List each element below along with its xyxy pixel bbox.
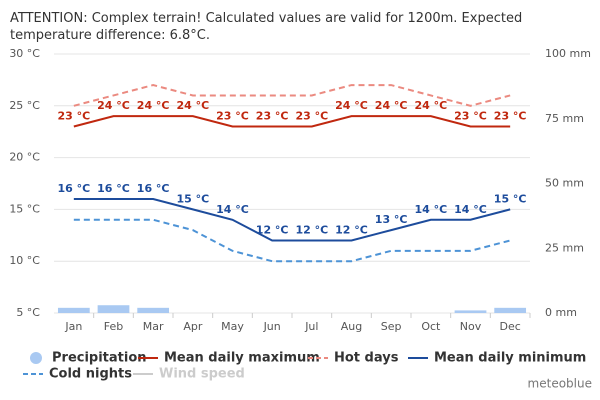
legend-symbol xyxy=(30,352,42,364)
x-tick-label: Apr xyxy=(183,320,203,333)
legend-item[interactable]: Cold nights xyxy=(23,367,132,382)
value-label: 14 °C xyxy=(414,203,447,216)
x-tick-label: Feb xyxy=(104,320,123,333)
precipitation-bar xyxy=(454,310,487,313)
precipitation-bar xyxy=(97,305,130,313)
x-tick-label: Jan xyxy=(64,320,82,333)
x-tick-label: Dec xyxy=(500,320,521,333)
value-label: 23 °C xyxy=(494,110,527,123)
value-label: 14 °C xyxy=(216,203,249,216)
line-series xyxy=(73,115,511,128)
value-label: 23 °C xyxy=(256,110,289,123)
y2-tick-label: 50 mm xyxy=(545,177,584,190)
line-series xyxy=(73,218,511,263)
x-tick-label: Mar xyxy=(143,320,164,333)
precipitation-bar xyxy=(57,307,90,313)
y-tick-label: 10 °C xyxy=(9,254,40,267)
value-label: 12 °C xyxy=(335,223,368,236)
value-label: 24 °C xyxy=(176,99,209,112)
value-label: 24 °C xyxy=(335,99,368,112)
value-label: 24 °C xyxy=(375,99,408,112)
y-tick-label: 5 °C xyxy=(16,306,40,319)
value-label: 15 °C xyxy=(176,192,209,205)
x-tick-label: Nov xyxy=(460,320,482,333)
legend-item[interactable]: Precipitation xyxy=(30,351,147,366)
value-label: 12 °C xyxy=(295,223,328,236)
y2-tick-label: 25 mm xyxy=(545,241,584,254)
legend-label: Cold nights xyxy=(49,367,132,382)
legend-label: Mean daily minimum xyxy=(434,351,586,366)
value-label: 24 °C xyxy=(414,99,447,112)
x-tick-label: Jul xyxy=(304,320,318,333)
x-tick-label: Jun xyxy=(263,320,281,333)
chart-title: ATTENTION: Complex terrain! Calculated v… xyxy=(10,11,523,43)
legend-label: Mean daily maximum xyxy=(164,351,320,366)
value-label: 14 °C xyxy=(454,203,487,216)
line-series xyxy=(73,84,511,107)
value-label: 12 °C xyxy=(256,223,289,236)
value-label: 16 °C xyxy=(57,182,90,195)
value-label: 24 °C xyxy=(137,99,170,112)
x-tick-label: Aug xyxy=(341,320,362,333)
x-tick-label: Sep xyxy=(381,320,402,333)
y-tick-label: 30 °C xyxy=(9,47,40,60)
legend-item[interactable]: Hot days xyxy=(308,351,399,366)
y2-tick-label: 100 mm xyxy=(545,47,591,60)
value-label: 15 °C xyxy=(494,192,527,205)
credit: meteoblue xyxy=(528,377,592,391)
precipitation-bar xyxy=(494,307,527,313)
value-label: 16 °C xyxy=(137,182,170,195)
precipitation-bar xyxy=(137,307,170,313)
legend-item[interactable]: Mean daily minimum xyxy=(408,351,586,366)
value-label: 16 °C xyxy=(97,182,130,195)
legend-item[interactable]: Wind speed xyxy=(133,367,245,382)
y2-tick-label: 0 mm xyxy=(545,306,577,319)
value-label: 13 °C xyxy=(375,213,408,226)
legend-label: Wind speed xyxy=(159,367,245,382)
value-label: 23 °C xyxy=(295,110,328,123)
value-label: 24 °C xyxy=(97,99,130,112)
y-tick-label: 20 °C xyxy=(9,151,40,164)
x-tick-label: Oct xyxy=(421,320,441,333)
legend-item[interactable]: Mean daily maximum xyxy=(138,351,320,366)
value-label: 23 °C xyxy=(454,110,487,123)
value-label: 23 °C xyxy=(216,110,249,123)
x-tick-label: May xyxy=(221,320,244,333)
y-tick-label: 15 °C xyxy=(9,202,40,215)
legend-label: Precipitation xyxy=(52,351,147,366)
line-series xyxy=(73,198,511,242)
value-label: 23 °C xyxy=(57,110,90,123)
y-tick-label: 25 °C xyxy=(9,99,40,112)
legend-label: Hot days xyxy=(334,351,399,366)
y2-tick-label: 75 mm xyxy=(545,112,584,125)
